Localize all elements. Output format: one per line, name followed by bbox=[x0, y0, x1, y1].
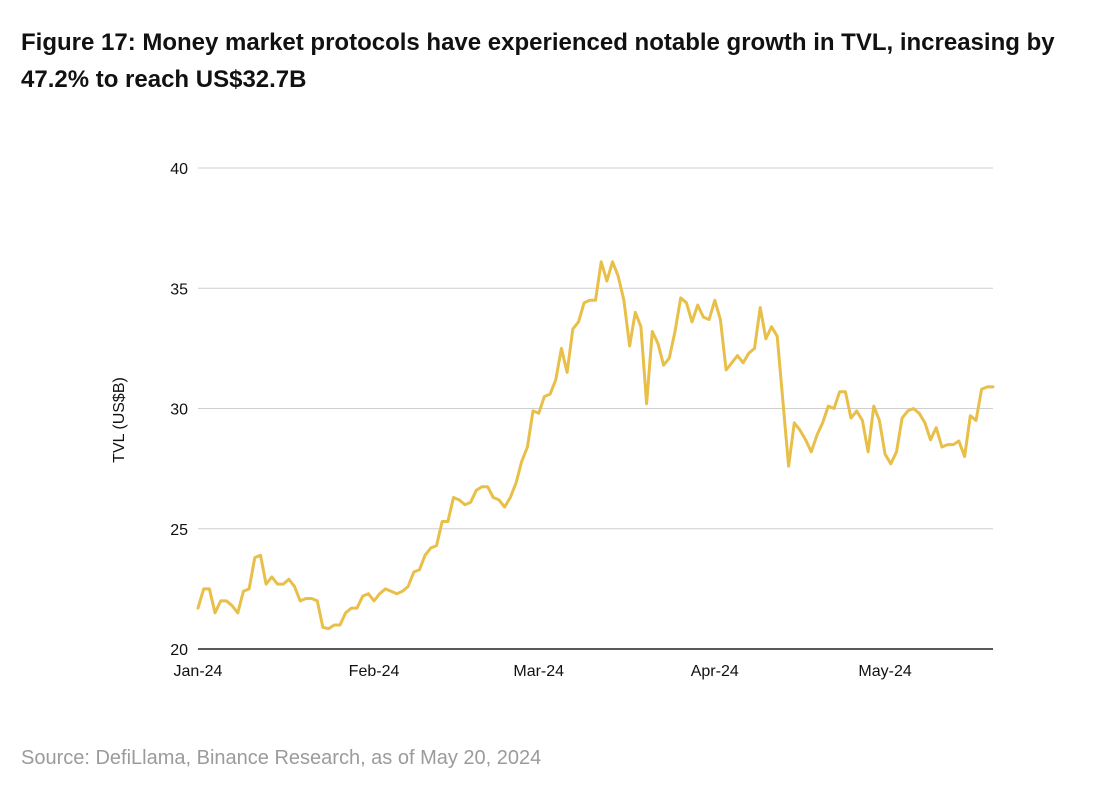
gridlines bbox=[198, 167, 993, 530]
source-note: Source: DefiLlama, Binance Research, as … bbox=[21, 747, 542, 769]
y-tick-label: 25 bbox=[170, 522, 188, 539]
figure-title: Figure 17: Money market protocols have e… bbox=[21, 29, 1055, 93]
series-line-tvl bbox=[196, 260, 995, 631]
x-tick-label: Mar-24 bbox=[513, 663, 564, 680]
y-axis-ticks: 20 25 30 35 40 bbox=[170, 161, 188, 659]
y-tick-label: 20 bbox=[170, 642, 188, 659]
y-tick-label: 30 bbox=[170, 402, 188, 419]
x-tick-label: May-24 bbox=[858, 663, 911, 680]
x-tick-label: Apr-24 bbox=[691, 663, 739, 680]
x-tick-label: Feb-24 bbox=[349, 663, 400, 680]
y-axis-label: TVL (US$B) bbox=[111, 377, 128, 463]
x-axis-ticks: Jan-24 Feb-24 Mar-24 Apr-24 May-24 bbox=[174, 663, 912, 680]
x-tick-label: Jan-24 bbox=[174, 663, 223, 680]
y-tick-label: 40 bbox=[170, 161, 188, 178]
y-tick-label: 35 bbox=[170, 281, 188, 298]
